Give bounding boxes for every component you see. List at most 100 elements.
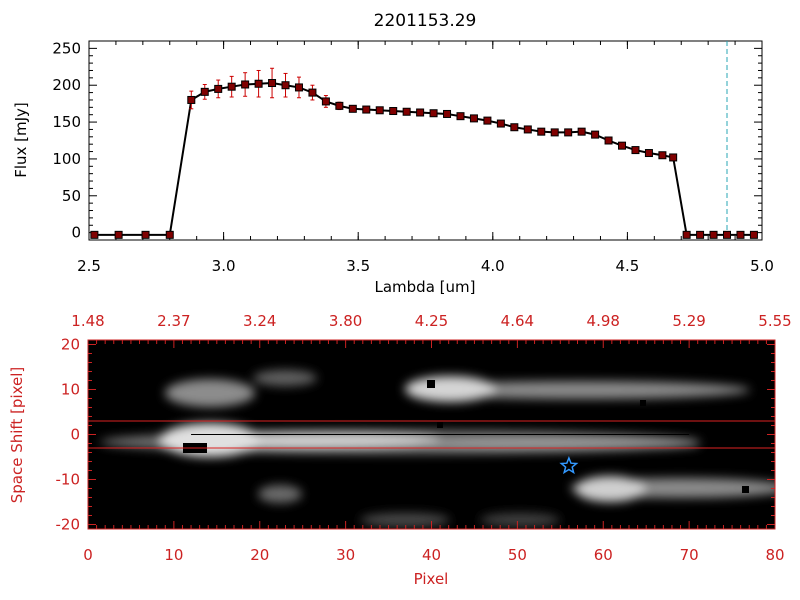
image-top-tick-label: 2.37 [157, 312, 190, 330]
image-x-tick-label: 60 [594, 546, 613, 564]
lower-left-blob [258, 485, 302, 503]
data-point [268, 79, 277, 88]
image-blobs [88, 370, 775, 527]
data-point [736, 230, 745, 239]
data-point [696, 230, 705, 239]
flux-markers [90, 79, 758, 239]
image-x-tick-label: 70 [680, 546, 699, 564]
data-point [214, 84, 223, 93]
image-top-tick-label: 1.48 [71, 312, 104, 330]
image-ticks: 0 1.48 10 2.37 20 3.24 30 3.80 40 4.25 50 4.64 60 4.9… [56, 312, 792, 564]
data-point [658, 151, 667, 160]
image-y-tick-label: 10 [61, 381, 80, 399]
x-tick-label: 2.5 [77, 257, 101, 275]
y-tick-label: 0 [71, 224, 81, 242]
lower-mid-blob [360, 513, 450, 527]
image-x-tick-label: 40 [422, 546, 441, 564]
y-tick-label: 250 [52, 39, 81, 57]
image-x-tick-label: 50 [508, 546, 527, 564]
image-top-tick-label: 5.29 [672, 312, 705, 330]
data-point [550, 128, 559, 137]
y-tick-label: 50 [62, 187, 81, 205]
image-y-tick-label: -10 [56, 471, 81, 489]
data-point [241, 80, 250, 89]
data-point [496, 119, 505, 128]
data-point [604, 136, 613, 145]
data-point [429, 109, 438, 118]
upper-source-glow [410, 381, 750, 399]
data-point [114, 230, 123, 239]
dead-pixel [427, 380, 435, 388]
data-point [644, 149, 653, 158]
data-point [618, 141, 627, 150]
data-point [348, 104, 357, 113]
data-point [362, 105, 371, 114]
data-point [709, 230, 718, 239]
image-x-tick-label: 20 [250, 546, 269, 564]
data-point [165, 230, 174, 239]
dead-pixel [640, 400, 646, 406]
dead-pixel [742, 486, 749, 493]
data-point [510, 123, 519, 132]
data-point [682, 230, 691, 239]
flux-series-line [94, 82, 754, 236]
data-point [631, 146, 640, 155]
lower-source-head [575, 476, 645, 502]
image-x-tick-label: 0 [83, 546, 93, 564]
data-point [723, 230, 732, 239]
data-point [254, 79, 263, 88]
y-tick-label: 100 [52, 150, 81, 168]
x-axis-title: Lambda [um] [375, 278, 476, 296]
data-point [443, 109, 452, 118]
data-point [321, 97, 330, 106]
image-top-tick-label: 3.24 [243, 312, 276, 330]
image-top-tick-label: 3.80 [329, 312, 362, 330]
main-trace-head [160, 423, 260, 457]
chart-title: 2201153.29 [374, 11, 477, 31]
x-tick-label: 4.5 [615, 257, 639, 275]
x-tick-label: 3.5 [346, 257, 370, 275]
data-point [749, 230, 758, 239]
lower-blob-2 [480, 513, 560, 527]
data-point [389, 107, 398, 116]
image-top-tick-label: 4.98 [587, 312, 620, 330]
x-tick-label: 4.0 [481, 257, 505, 275]
data-point [416, 108, 425, 117]
data-point [90, 230, 99, 239]
spectrum-plot-frame [88, 40, 763, 241]
image-y-tick-label: 20 [61, 336, 80, 354]
data-point [537, 127, 546, 136]
image-y-axis-title: Space Shift [pixel] [8, 367, 26, 504]
data-point [564, 128, 573, 137]
spectrum-image-panel: 0 1.48 10 2.37 20 3.24 30 3.80 40 4.25 50 4.64 60 4.9… [8, 312, 792, 588]
image-x-tick-label: 80 [765, 546, 784, 564]
image-y-tick-label: -20 [56, 516, 81, 534]
upper-mid-blob [253, 370, 317, 386]
main-trace-tail [420, 438, 700, 450]
y-axis-title: Flux [mJy] [12, 102, 30, 178]
data-point [200, 87, 209, 96]
x-tick-label: 5.0 [750, 257, 774, 275]
source-star-icon [559, 455, 579, 475]
data-point [294, 83, 303, 92]
data-point [227, 82, 236, 91]
image-y-tick-label: 0 [70, 426, 80, 444]
data-point [456, 112, 465, 121]
x-tick-label: 3.0 [212, 257, 236, 275]
data-point [591, 130, 600, 139]
y-tick-label: 200 [52, 76, 81, 94]
data-point [375, 106, 384, 115]
data-point [483, 116, 492, 125]
data-point [469, 114, 478, 123]
image-x-tick-label: 30 [336, 546, 355, 564]
image-top-tick-label: 4.25 [415, 312, 448, 330]
data-point [335, 101, 344, 110]
dead-pixel [437, 422, 443, 428]
spectrum-ticks: 2.5 3.0 3.5 4.0 4.5 5.0 0 50 100 150 200 250 [52, 39, 774, 275]
data-point [577, 127, 586, 136]
spectrum-chart: 2201153.29 2.5 3.0 3.5 4.0 4.5 5.0 0 50 100 150 20… [12, 11, 774, 296]
data-point [402, 107, 411, 116]
image-x-axis-title: Pixel [414, 570, 449, 588]
upper-source-head [405, 376, 495, 402]
